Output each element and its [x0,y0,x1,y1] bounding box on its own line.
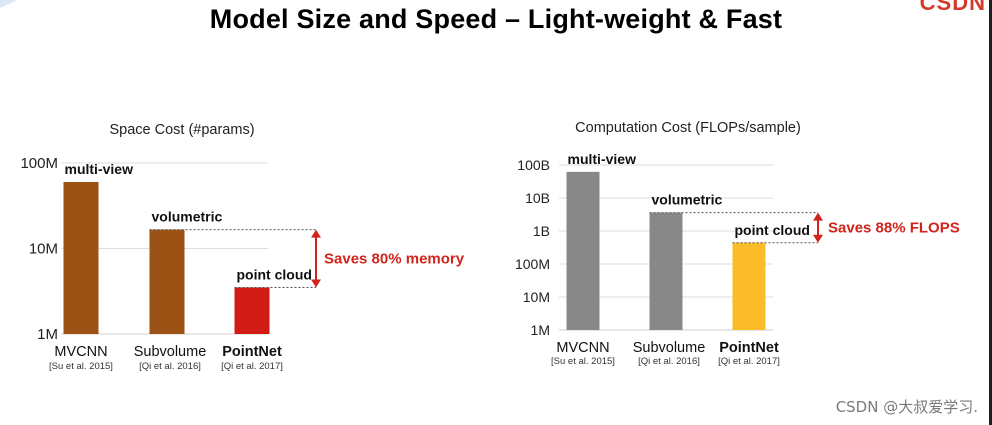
category-label: PointNet [719,340,779,356]
bar [63,181,99,334]
category-label: PointNet [222,344,282,360]
annotation-label: Saves 88% FLOPS [828,220,960,237]
arrow-head-up [311,229,321,238]
bar [649,212,683,330]
y-tick-label: 1M [531,322,550,338]
category-label: MVCNN [556,340,609,356]
chart-title: Computation Cost (FLOPs/sample) [575,120,801,136]
y-tick-label: 10M [29,241,58,258]
bar [234,287,270,334]
arrow-head-up [813,212,823,221]
y-tick-label: 1M [37,326,58,343]
corner-decoration [0,0,18,8]
y-tick-label: 1B [533,223,550,239]
citation-label: [Qi et al. 2016] [638,356,700,367]
category-label: MVCNN [54,344,107,360]
bar [732,242,766,330]
citation-label: [Qi et al. 2017] [221,361,283,372]
chart-title: Space Cost (#params) [109,122,254,138]
page-title: Model Size and Speed – Light-weight & Fa… [209,4,783,34]
bar-label: volumetric [652,192,723,208]
y-tick-label: 100M [515,256,550,272]
category-label: Subvolume [633,340,706,356]
window-edge [989,0,992,425]
bar-label: point cloud [735,222,810,238]
bar [149,229,185,334]
bar-label: point cloud [237,266,312,282]
citation-label: [Qi et al. 2017] [718,356,780,367]
bar-label: volumetric [152,209,223,225]
y-tick-label: 100B [517,157,550,173]
citation-label: [Qi et al. 2016] [139,361,201,372]
watermark: CSDN @大叔爱学习. [835,398,978,416]
csdn-logo: CSDN [919,0,986,15]
annotation-label: Saves 80% memory [324,251,465,268]
y-tick-label: 10B [525,190,550,206]
bar [566,171,600,330]
y-tick-label: 10M [523,289,550,305]
citation-label: [Su et al. 2015] [551,356,615,367]
arrow-head-down [813,234,823,243]
bar-label: multi-view [568,151,637,167]
arrow-head-down [311,279,321,288]
y-tick-label: 100M [20,155,58,172]
category-label: Subvolume [134,344,207,360]
citation-label: [Su et al. 2015] [49,361,113,372]
bar-label: multi-view [65,161,134,177]
